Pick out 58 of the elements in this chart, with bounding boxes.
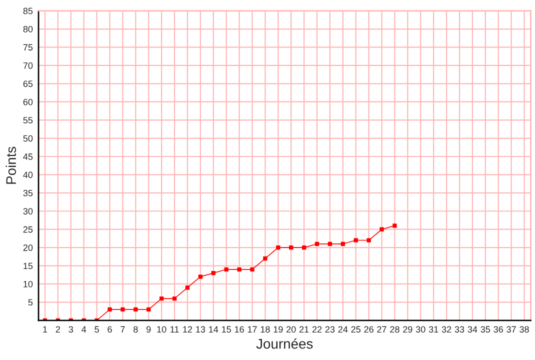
x-tick-label: 22 bbox=[312, 326, 322, 332]
x-tick-label: 4 bbox=[82, 326, 86, 332]
x-tick-label: 6 bbox=[108, 326, 112, 333]
x-tick-label: 32 bbox=[442, 326, 452, 333]
y-tick-label: 30 bbox=[23, 208, 33, 214]
y-tick-label: 75 bbox=[23, 44, 33, 51]
x-tick-label: 27 bbox=[377, 326, 386, 332]
y-tick-label: 40 bbox=[23, 172, 33, 178]
y-tick-label: 45 bbox=[23, 154, 33, 160]
y-tick-label: 10 bbox=[24, 280, 33, 288]
x-tick-label: 25 bbox=[351, 326, 360, 333]
x-tick-label: 33 bbox=[454, 326, 464, 333]
x-tick-label: 2 bbox=[56, 326, 60, 332]
y-tick-label: 50 bbox=[23, 135, 33, 142]
x-tick-label: 30 bbox=[416, 326, 426, 333]
x-tick-label: 24 bbox=[338, 326, 348, 332]
y-tick-label: 80 bbox=[23, 26, 33, 32]
y-tick-label: 65 bbox=[23, 80, 33, 88]
x-tick-label: 16 bbox=[234, 326, 244, 333]
y-tick-label: 35 bbox=[23, 190, 33, 196]
x-tick-label: 21 bbox=[299, 326, 309, 332]
y-tick-label: 5 bbox=[28, 299, 33, 306]
x-tick-label: 10 bbox=[157, 326, 166, 333]
x-tick-label: 17 bbox=[248, 326, 257, 332]
y-tick-label: 25 bbox=[23, 226, 33, 233]
x-tick-label: 12 bbox=[183, 326, 192, 332]
y-tick-label: 70 bbox=[23, 62, 33, 69]
x-tick-label: 36 bbox=[494, 326, 503, 333]
x-tick-label: 20 bbox=[286, 326, 296, 333]
x-tick-label: 19 bbox=[274, 326, 283, 333]
x-tick-label: 18 bbox=[260, 326, 270, 333]
x-tick-label: 38 bbox=[520, 326, 529, 333]
x-tick-label: 14 bbox=[209, 326, 218, 332]
x-tick-label: 26 bbox=[364, 326, 374, 333]
x-tick-label: 13 bbox=[196, 326, 206, 333]
x-tick-label: 9 bbox=[146, 326, 151, 333]
x-tick-label: 34 bbox=[468, 326, 478, 333]
y-tick-label: 60 bbox=[23, 98, 33, 106]
x-tick-label: 8 bbox=[134, 326, 138, 333]
x-tick-label: 11 bbox=[170, 326, 179, 332]
y-axis-title: Points bbox=[6, 146, 16, 184]
y-tick-label: 20 bbox=[23, 244, 33, 251]
x-tick-label: 28 bbox=[390, 326, 400, 333]
x-tick-label: 35 bbox=[480, 326, 490, 333]
x-tick-label: 31 bbox=[428, 326, 438, 333]
x-tick-label: 23 bbox=[325, 326, 335, 333]
x-tick-label: 1 bbox=[43, 326, 48, 332]
y-tick-label: 85 bbox=[23, 8, 33, 14]
x-tick-label: 3 bbox=[68, 326, 74, 333]
y-tick-label: 15 bbox=[24, 262, 33, 270]
y-tick-label: 55 bbox=[23, 117, 33, 124]
x-tick-label: 37 bbox=[506, 326, 516, 333]
x-tick-label: 5 bbox=[94, 326, 99, 333]
x-tick-label: 15 bbox=[222, 326, 231, 333]
x-tick-label: 7 bbox=[120, 326, 125, 332]
x-axis-title: Journées bbox=[256, 338, 313, 349]
point bbox=[392, 224, 397, 228]
x-tick-label: 29 bbox=[403, 326, 412, 333]
